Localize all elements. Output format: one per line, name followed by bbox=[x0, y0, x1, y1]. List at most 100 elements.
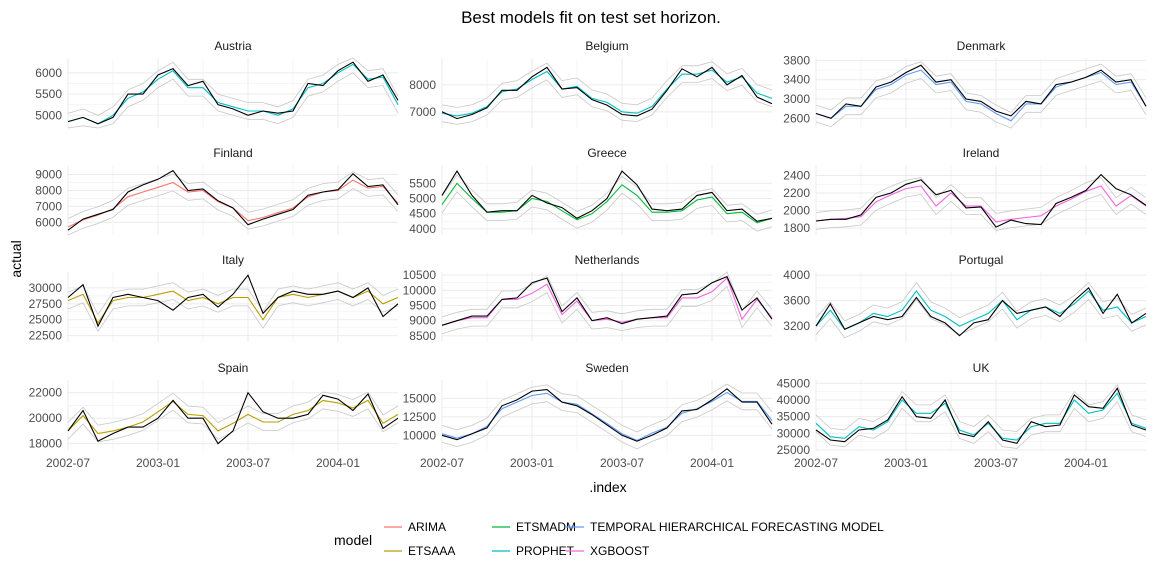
y-tick-label: 7000 bbox=[35, 199, 62, 213]
y-tick-label: 22000 bbox=[29, 386, 63, 400]
actual-series-line bbox=[815, 173, 1147, 228]
legend-title: model bbox=[334, 532, 372, 548]
y-tick-label: 8000 bbox=[35, 183, 62, 197]
legend-item: XGBOOST bbox=[566, 544, 650, 558]
y-tick-label: 2600 bbox=[783, 111, 810, 125]
y-tick-label: 2400 bbox=[783, 169, 810, 183]
y-tick-label: 9500 bbox=[409, 298, 436, 312]
x-tick-label: 2004-01 bbox=[1064, 456, 1108, 470]
panel-denmark: Denmark 2600 3000 3400 3800 bbox=[783, 39, 1147, 129]
actual-series-line bbox=[67, 391, 399, 445]
actual-series-line bbox=[441, 170, 773, 222]
confidence-upper-line bbox=[815, 282, 1147, 322]
y-tick-label: 5500 bbox=[35, 87, 62, 101]
y-tick-label: 15000 bbox=[403, 391, 437, 405]
x-tick-label: 2003-07 bbox=[974, 456, 1018, 470]
actual-series-line bbox=[815, 387, 1147, 444]
legend-label: ETSAAA bbox=[408, 544, 455, 558]
fitted-series-line bbox=[815, 185, 1147, 223]
y-tick-label: 25000 bbox=[29, 313, 63, 327]
confidence-lower-line bbox=[815, 193, 1147, 231]
chart-title: Best models fit on test set horizon. bbox=[461, 8, 721, 27]
legend-item: ETSAAA bbox=[384, 544, 455, 558]
confidence-upper-line bbox=[815, 384, 1147, 433]
confidence-lower-line bbox=[67, 299, 399, 333]
fitted-series-line bbox=[67, 399, 399, 435]
y-tick-label: 5000 bbox=[35, 108, 62, 122]
panel-strip-label: Finland bbox=[213, 146, 252, 160]
y-tick-label: 8000 bbox=[409, 78, 436, 92]
y-tick-label: 1800 bbox=[783, 221, 810, 235]
confidence-lower-line bbox=[67, 72, 399, 129]
y-tick-label: 10000 bbox=[403, 428, 437, 442]
confidence-upper-line bbox=[441, 383, 773, 433]
actual-series-line bbox=[441, 275, 773, 326]
y-tick-label: 27500 bbox=[29, 297, 63, 311]
y-tick-label: 6000 bbox=[35, 66, 62, 80]
panel-strip-label: Sweden bbox=[585, 361, 628, 375]
panel-strip-label: Netherlands bbox=[575, 253, 640, 267]
confidence-lower-line bbox=[815, 78, 1147, 129]
y-tick-label: 2000 bbox=[783, 204, 810, 218]
y-axis-title: actual bbox=[8, 240, 24, 277]
x-tick-label: 2002-07 bbox=[794, 456, 838, 470]
panel-strip-label: Portugal bbox=[959, 253, 1004, 267]
panel-austria: Austria 5000 5500 6000 bbox=[35, 39, 399, 129]
y-tick-label: 4500 bbox=[409, 207, 436, 221]
confidence-upper-line bbox=[441, 61, 773, 108]
legend: model ARIMA ETSAAA ETSMADM PROPHET TEMPORAL … bbox=[334, 520, 884, 558]
confidence-upper-line bbox=[815, 61, 1147, 113]
y-tick-label: 3200 bbox=[783, 319, 810, 333]
actual-series-line bbox=[67, 61, 399, 125]
confidence-upper-line bbox=[815, 177, 1147, 214]
panel-strip-label: Denmark bbox=[957, 39, 1007, 53]
y-tick-label: 3800 bbox=[783, 53, 810, 67]
panel-spain: Spain 18000 20000 22000 2002-07 2003-01 2003-0… bbox=[29, 361, 399, 470]
panel-strip-label: Spain bbox=[218, 361, 249, 375]
y-tick-label: 5500 bbox=[409, 176, 436, 190]
x-tick-label: 2002-07 bbox=[46, 456, 90, 470]
y-tick-label: 9000 bbox=[409, 314, 436, 328]
fitted-series-line bbox=[441, 391, 773, 442]
actual-series-line bbox=[441, 388, 773, 442]
actual-series-line bbox=[815, 287, 1147, 337]
y-tick-label: 30000 bbox=[29, 281, 63, 295]
y-tick-label: 12500 bbox=[403, 410, 437, 424]
x-tick-label: 2003-07 bbox=[226, 456, 270, 470]
y-tick-label: 3000 bbox=[783, 92, 810, 106]
y-tick-label: 40000 bbox=[777, 393, 811, 407]
x-tick-label: 2003-07 bbox=[600, 456, 644, 470]
legend-label: TEMPORAL HIERARCHICAL FORECASTING MODEL bbox=[590, 520, 884, 534]
panel-portugal: Portugal 3200 3600 4000 bbox=[783, 253, 1147, 342]
panel-strip-label: Belgium bbox=[585, 39, 628, 53]
y-tick-label: 3600 bbox=[783, 294, 810, 308]
fitted-series-line bbox=[67, 63, 399, 125]
confidence-lower-line bbox=[67, 188, 399, 236]
actual-series-line bbox=[67, 169, 399, 231]
confidence-lower-line bbox=[67, 408, 399, 443]
y-tick-label: 4000 bbox=[409, 222, 436, 236]
panel-strip-label: Ireland bbox=[963, 146, 1000, 160]
legend-item: TEMPORAL HIERARCHICAL FORECASTING MODEL bbox=[566, 520, 884, 534]
x-tick-label: 2004-01 bbox=[316, 456, 360, 470]
panel-strip-label: UK bbox=[973, 361, 990, 375]
x-tick-label: 2003-01 bbox=[884, 456, 928, 470]
confidence-upper-line bbox=[67, 282, 399, 316]
x-tick-label: 2004-01 bbox=[690, 456, 734, 470]
y-tick-label: 8500 bbox=[409, 329, 436, 343]
actual-series-line bbox=[441, 66, 773, 120]
panel-strip-label: Austria bbox=[214, 39, 252, 53]
y-tick-label: 10500 bbox=[403, 268, 437, 282]
confidence-lower-line bbox=[441, 78, 773, 125]
fitted-series-line bbox=[441, 69, 773, 117]
y-tick-label: 9000 bbox=[35, 168, 62, 182]
panel-strip-label: Greece bbox=[587, 146, 627, 160]
confidence-lower-line bbox=[441, 400, 773, 450]
x-tick-label: 2003-01 bbox=[510, 456, 554, 470]
panel-ireland: Ireland 1800 2000 2200 2400 bbox=[783, 146, 1147, 235]
panel-italy: Italy 22500 25000 27500 30000 bbox=[29, 253, 399, 343]
y-tick-label: 7000 bbox=[409, 105, 436, 119]
y-tick-label: 45000 bbox=[777, 376, 811, 390]
